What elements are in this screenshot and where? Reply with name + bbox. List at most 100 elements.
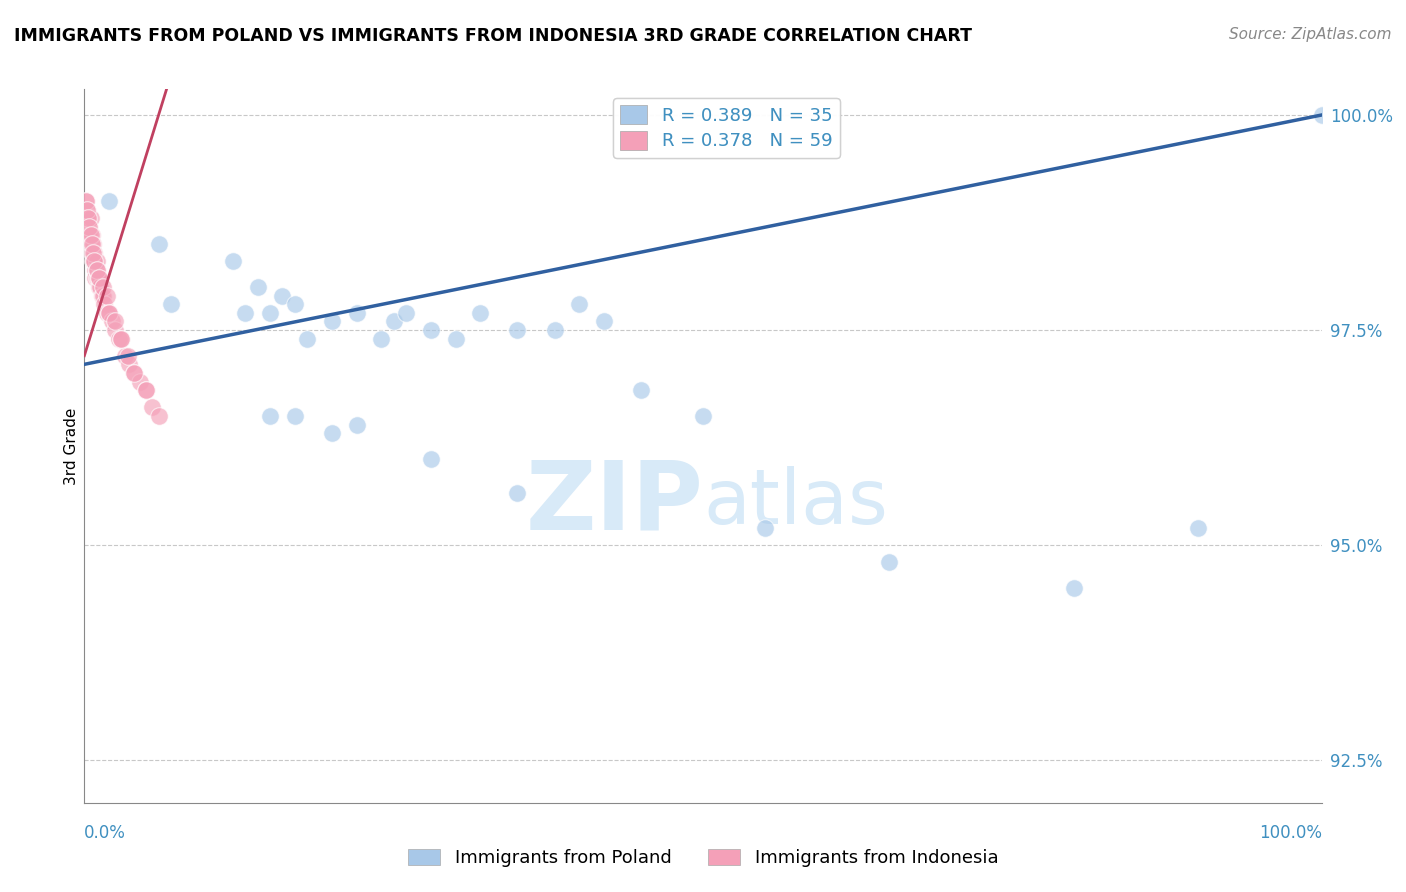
Point <box>79 236 101 251</box>
Point <box>84 271 107 285</box>
Point <box>91 280 114 294</box>
Point <box>90 288 112 302</box>
Point <box>87 271 110 285</box>
Point <box>419 323 441 337</box>
Text: ZIP: ZIP <box>524 457 703 549</box>
Point <box>98 306 121 320</box>
Point <box>1063 581 1085 595</box>
Point <box>135 383 157 397</box>
Point <box>79 219 101 234</box>
Point <box>122 366 145 380</box>
Point <box>79 228 101 243</box>
Point <box>122 366 145 380</box>
Point <box>79 219 101 234</box>
Point <box>444 332 467 346</box>
Point <box>754 521 776 535</box>
Point <box>100 314 122 328</box>
Point <box>346 417 368 432</box>
Point <box>1187 521 1209 535</box>
Point <box>79 228 101 243</box>
Point <box>79 211 101 226</box>
Point <box>108 332 131 346</box>
Point <box>506 486 529 500</box>
Point <box>568 297 591 311</box>
Point <box>80 228 103 243</box>
Text: Source: ZipAtlas.com: Source: ZipAtlas.com <box>1229 27 1392 42</box>
Text: 100.0%: 100.0% <box>1258 824 1322 842</box>
Point <box>284 409 307 423</box>
Point <box>83 254 105 268</box>
Point <box>75 194 97 208</box>
Point <box>222 254 245 268</box>
Point <box>82 254 104 268</box>
Point <box>141 401 163 415</box>
Point <box>692 409 714 423</box>
Point <box>321 314 343 328</box>
Point <box>593 314 616 328</box>
Point <box>98 306 121 320</box>
Legend: Immigrants from Poland, Immigrants from Indonesia: Immigrants from Poland, Immigrants from … <box>401 841 1005 874</box>
Point <box>470 306 492 320</box>
Point <box>370 332 392 346</box>
Point <box>114 349 136 363</box>
Point <box>98 194 121 208</box>
Point <box>89 280 111 294</box>
Point <box>382 314 405 328</box>
Point <box>543 323 565 337</box>
Point <box>321 426 343 441</box>
Point <box>117 349 139 363</box>
Point <box>129 375 152 389</box>
Point <box>89 280 111 294</box>
Point <box>76 219 98 234</box>
Point <box>77 211 100 226</box>
Point <box>76 202 98 217</box>
Point <box>96 288 118 302</box>
Point <box>1310 108 1333 122</box>
Point <box>506 323 529 337</box>
Point <box>91 288 114 302</box>
Point <box>630 383 652 397</box>
Point <box>160 297 183 311</box>
Point <box>110 332 132 346</box>
Point <box>76 202 98 217</box>
Y-axis label: 3rd Grade: 3rd Grade <box>63 408 79 484</box>
Point <box>93 297 115 311</box>
Text: 0.0%: 0.0% <box>84 824 127 842</box>
Point <box>295 332 318 346</box>
Point <box>104 314 127 328</box>
Point <box>86 271 108 285</box>
Point <box>110 332 132 346</box>
Point <box>104 323 127 337</box>
Point <box>259 409 281 423</box>
Point <box>419 451 441 466</box>
Point <box>75 194 97 208</box>
Text: IMMIGRANTS FROM POLAND VS IMMIGRANTS FROM INDONESIA 3RD GRADE CORRELATION CHART: IMMIGRANTS FROM POLAND VS IMMIGRANTS FRO… <box>14 27 972 45</box>
Point <box>89 271 111 285</box>
Point <box>82 236 104 251</box>
Point <box>284 297 307 311</box>
Point <box>877 555 900 569</box>
Point <box>80 245 103 260</box>
Point <box>96 306 118 320</box>
Point <box>246 280 269 294</box>
Point <box>86 262 108 277</box>
Point <box>259 306 281 320</box>
Point <box>83 254 105 268</box>
Point <box>135 383 157 397</box>
Point <box>118 357 141 371</box>
Point <box>89 271 111 285</box>
Legend: R = 0.389   N = 35, R = 0.378   N = 59: R = 0.389 N = 35, R = 0.378 N = 59 <box>613 98 839 158</box>
Point <box>77 211 100 226</box>
Point <box>80 236 103 251</box>
Point <box>75 211 97 226</box>
Point <box>86 254 108 268</box>
Point <box>271 288 294 302</box>
Point <box>148 409 170 423</box>
Point <box>148 236 170 251</box>
Point <box>83 245 105 260</box>
Point <box>346 306 368 320</box>
Point <box>84 262 107 277</box>
Point <box>82 245 104 260</box>
Point <box>77 228 100 243</box>
Point <box>395 306 418 320</box>
